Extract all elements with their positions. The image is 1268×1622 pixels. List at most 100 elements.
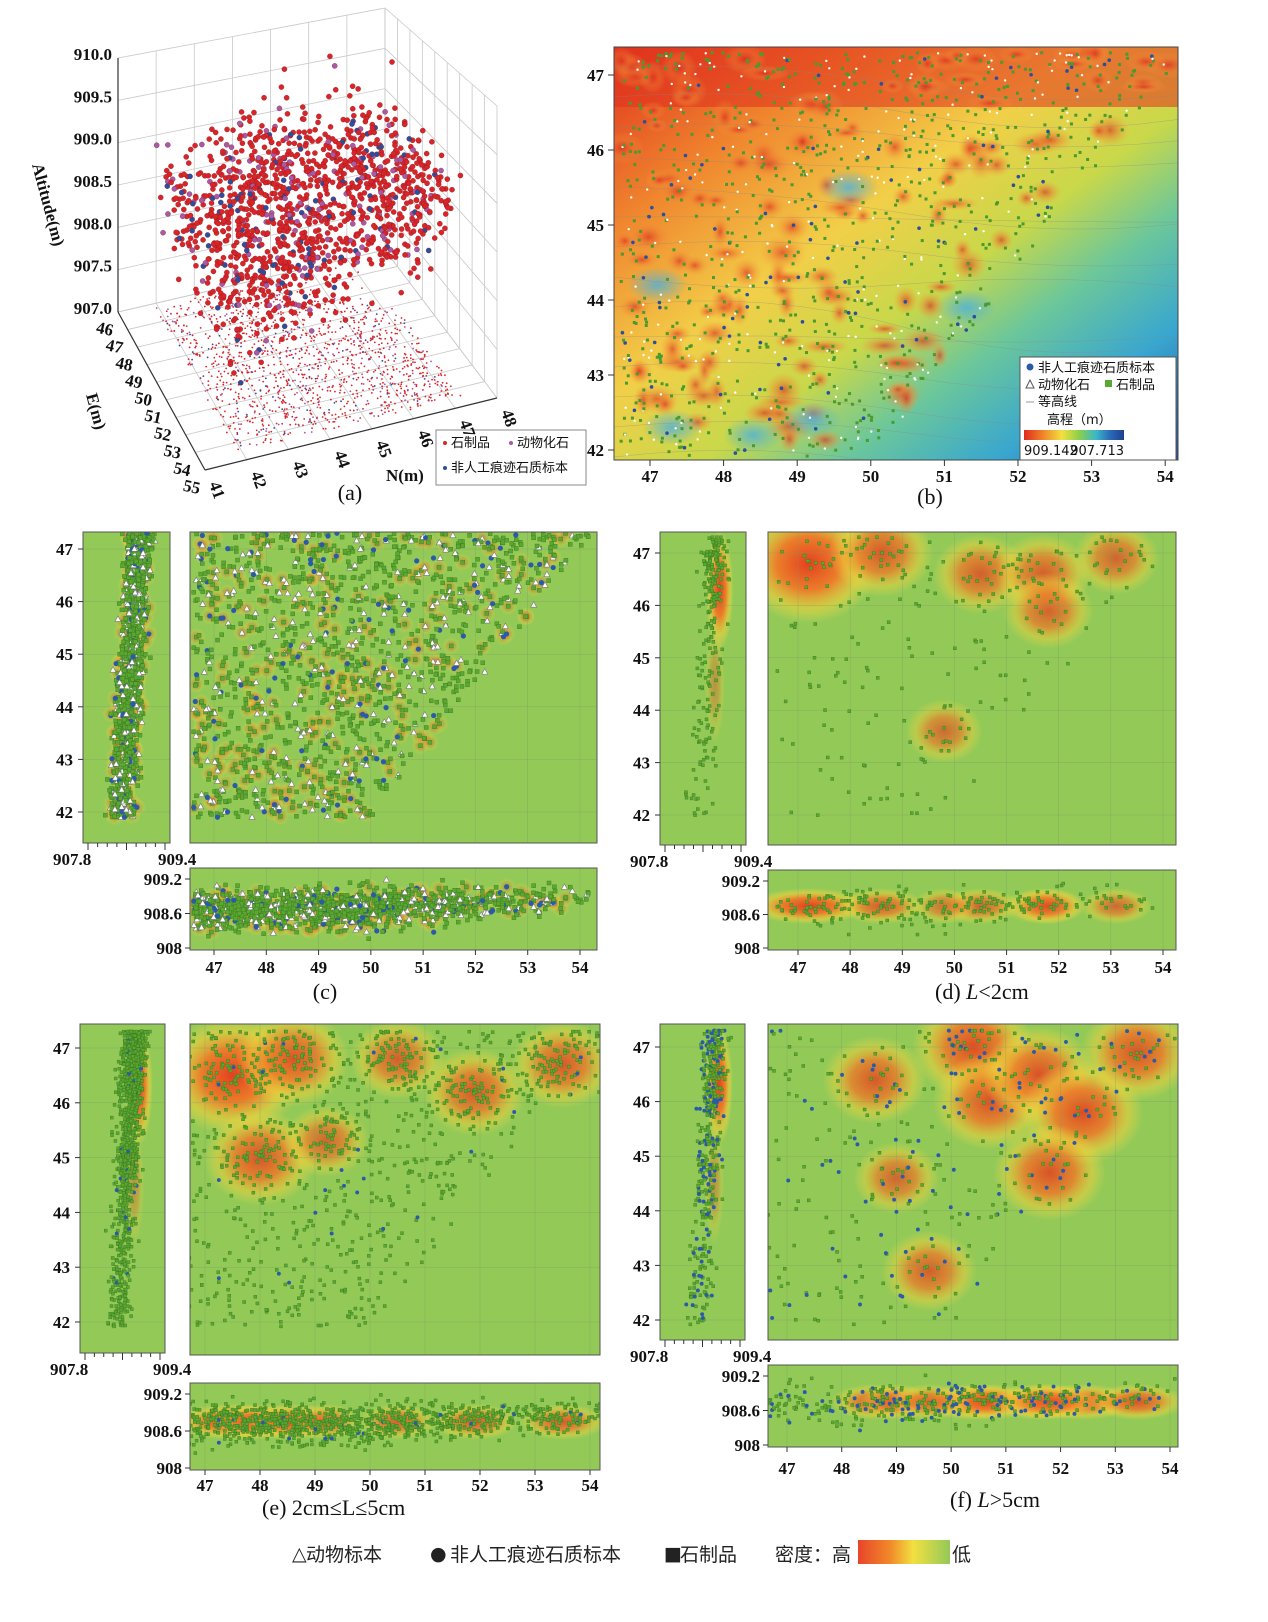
- floor-projection-point: [188, 331, 191, 334]
- data-point: [276, 158, 283, 164]
- stone-artifact-point: [759, 215, 763, 219]
- stone-artifact-point: [305, 611, 310, 617]
- stone-artifact-point: [329, 690, 334, 696]
- fossil-point: [835, 387, 839, 390]
- stone-artifact-point: [1042, 147, 1046, 151]
- stone-artifact-point: [707, 405, 711, 409]
- stone-artifact-point: [340, 647, 345, 653]
- floor-projection-point: [390, 339, 393, 342]
- stone-artifact-point: [438, 574, 444, 579]
- stone-artifact-point: [638, 399, 642, 403]
- natural-stone-point: [696, 83, 701, 88]
- stone-artifact-point: [360, 786, 365, 792]
- stone-artifact-point: [711, 276, 715, 280]
- stone-artifact-point: [226, 604, 232, 609]
- data-point: [360, 155, 366, 161]
- stone-artifact-point: [884, 362, 888, 366]
- natural-stone-point: [776, 362, 781, 367]
- colorbar-title: 高程（m）: [1047, 412, 1112, 428]
- fossil-point: [802, 413, 805, 416]
- stone-artifact-point: [676, 132, 680, 136]
- data-point: [308, 177, 314, 183]
- stone-artifact-point: [294, 789, 299, 795]
- floor-projection-point: [290, 405, 293, 408]
- floor-projection-point: [415, 367, 418, 369]
- natural-stone-point: [192, 698, 198, 705]
- floor-projection-point: [187, 363, 190, 366]
- floor-projection-point: [238, 428, 241, 430]
- data-point: [271, 126, 278, 133]
- floor-projection-point: [250, 371, 253, 373]
- floor-projection-point: [321, 416, 324, 418]
- stone-artifact-point: [332, 626, 337, 632]
- stone-artifact-point: [861, 201, 865, 205]
- floor-projection-point: [365, 317, 368, 319]
- stone-artifact-point: [668, 55, 672, 59]
- natural-stone-point: [1065, 69, 1069, 73]
- floor-projection-point: [411, 387, 414, 390]
- data-point: [315, 169, 322, 176]
- floor-projection-point: [257, 286, 259, 288]
- data-point: [249, 156, 256, 162]
- floor-projection-point: [440, 383, 442, 386]
- stone-artifact-point: [987, 302, 991, 306]
- stone-artifact-point: [892, 60, 896, 64]
- stone-artifact-point: [853, 247, 857, 251]
- natural-stone-point: [800, 320, 805, 324]
- data-point: [186, 160, 192, 166]
- data-point: [171, 186, 178, 192]
- data-point: [232, 315, 238, 322]
- fossil-point: [652, 438, 656, 441]
- data-point: [180, 195, 186, 201]
- fossil-point: [1013, 254, 1017, 257]
- fossil-point: [705, 253, 708, 257]
- floor-projection-point: [279, 351, 282, 354]
- fossil-point: [634, 285, 637, 288]
- stone-artifact-point: [895, 74, 899, 78]
- fossil-point: [982, 229, 985, 233]
- stone-artifact-point: [844, 118, 848, 122]
- floor-projection-point: [287, 413, 290, 416]
- stone-artifact-point: [907, 155, 911, 159]
- fossil-point: [214, 766, 222, 774]
- floor-projection-point: [403, 326, 406, 328]
- stone-artifact-point: [774, 174, 778, 178]
- stone-artifact-point: [858, 399, 862, 403]
- floor-projection-point: [189, 333, 191, 336]
- data-point: [382, 246, 388, 252]
- stone-artifact-point: [1098, 73, 1102, 77]
- data-point: [314, 266, 321, 272]
- stone-artifact-point: [801, 408, 805, 412]
- data-point: [343, 235, 350, 242]
- fossil-point: [893, 337, 896, 340]
- floor-projection-point: [189, 363, 192, 366]
- floor-projection-point: [423, 355, 426, 358]
- floor-projection-point: [439, 373, 442, 375]
- floor-projection-point: [384, 411, 386, 414]
- data-point: [336, 273, 342, 280]
- floor-projection-point: [357, 326, 360, 329]
- stone-artifact-point: [644, 317, 648, 321]
- floor-projection-point: [235, 415, 237, 418]
- fossil-point: [840, 145, 843, 148]
- floor-projection-point: [363, 321, 365, 324]
- stone-artifact-point: [1031, 89, 1035, 93]
- data-point: [307, 268, 314, 274]
- fossil-point: [385, 715, 393, 723]
- natural-stone-point: [922, 57, 927, 61]
- stone-artifact-point: [243, 696, 248, 702]
- fossil-point: [451, 549, 459, 556]
- fossil-point: [734, 391, 737, 394]
- floor-projection-point: [303, 431, 306, 434]
- floor-projection-point: [191, 358, 193, 361]
- floor-projection-point: [279, 360, 282, 363]
- floor-projection-point: [326, 386, 329, 389]
- stone-artifact-point: [761, 52, 765, 56]
- data-point: [292, 320, 299, 326]
- floor-projection-point: [388, 403, 390, 406]
- data-point: [278, 84, 285, 90]
- stone-artifact-point: [244, 563, 249, 569]
- stone-artifact-point: [681, 51, 685, 55]
- stone-artifact-point: [632, 219, 636, 223]
- floor-projection-point: [338, 369, 340, 371]
